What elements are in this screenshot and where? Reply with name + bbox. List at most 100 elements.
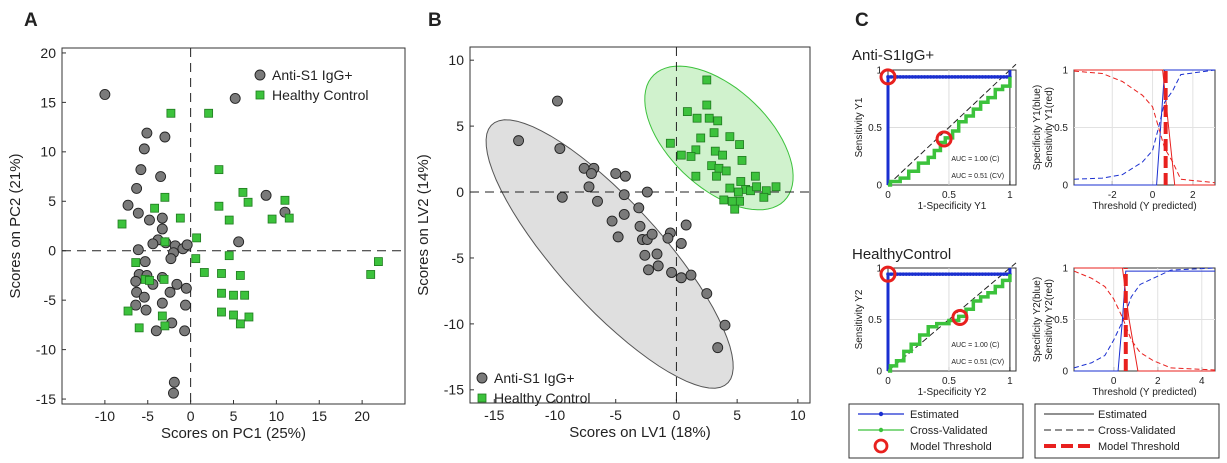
roc-estimated-marker [995,75,1000,79]
x-axis-label: Scores on PC1 (25%) [161,425,306,442]
roc-estimated-marker [971,272,976,276]
roc-estimated-marker [953,75,957,79]
y-axis-label: Scores on LV2 (14%) [415,154,432,295]
legend-marker-healthy [255,90,265,100]
x-axis-label: 1-Specificity Y1 [918,201,987,212]
roc-estimated-marker [934,272,939,276]
roc-estimated-marker [1002,272,1006,276]
data-point-healthy [175,213,185,223]
data-point-antis1 [554,143,566,154]
data-point-healthy [150,203,160,213]
x-tick-label: 0 [885,376,891,387]
data-point-healthy [134,323,144,333]
x-axis-label: Scores on LV1 (18%) [569,424,710,441]
roc-estimated-marker [980,75,985,79]
data-point-antis1 [606,215,618,227]
roc-estimated-marker [989,75,994,79]
roc-title: Anti-S1IgG+ [852,47,934,64]
data-point-healthy [702,100,712,110]
data-point-antis1 [131,286,143,298]
data-point-healthy [676,150,686,160]
data-point-antis1 [639,249,651,261]
roc-estimated-marker [962,272,966,276]
data-point-healthy [736,177,746,186]
data-point-healthy [229,310,238,320]
data-point-healthy [735,196,744,206]
roc-estimated-marker [998,272,1003,276]
data-point-antis1 [513,135,525,147]
y-tick-label: 10 [448,52,464,68]
specificity-cross-validated [1073,69,1216,180]
roc-estimated-marker [953,272,957,276]
plsda-scores-plot: -15 -10 -5 0 5 10 -15 -10 -5 0 5 10 Anti-S1 IgG+ Heal… [415,46,811,441]
y-tick-label: 15 [40,94,56,110]
y-tick-label: 5 [456,118,464,134]
roc-estimated-marker [931,272,936,276]
x-tick-label: -15 [484,407,504,423]
x-tick-label: 0 [885,190,891,201]
roc-estimated-marker [971,75,976,79]
y-tick-label: 10 [40,144,56,160]
y-tick-label: -15 [36,391,56,407]
y-axis-label: Specificity Y1(blue) [1032,85,1043,170]
roc-estimated-marker [898,272,902,276]
roc-estimated-marker [1005,272,1009,276]
confidence-ellipse-antis1 [485,119,734,389]
y-tick-label: 1 [1062,264,1068,275]
roc-curve-cross-validated [888,76,1012,187]
roc-estimated-marker [901,272,906,276]
roc-estimated-marker [928,272,933,276]
roc-estimated-marker [1002,75,1006,79]
data-point-antis1 [675,272,687,284]
legend-label: Cross-Validated [1098,425,1175,437]
data-point-healthy [374,257,383,267]
roc-estimated-marker [1005,75,1009,79]
roc-estimated-marker [910,272,915,276]
threshold-antis1-plot: -2 0 2 0 0.5 1 Threshold (Y predicted) Specific… [1032,66,1216,212]
data-point-antis1 [135,164,147,176]
data-point-healthy [217,269,226,278]
legend-label: Healthy Control [272,87,369,103]
data-point-healthy [735,140,744,149]
roc-estimated-marker [965,75,970,79]
x-tick-label: 0.5 [942,190,956,201]
roc-estimated-marker [907,75,912,79]
data-point-healthy [366,270,376,279]
auc-annotation: AUC = 0.51 (CV) [951,359,1004,366]
roc-healthy-plot: 0 0.5 1 0 0.5 1 AUC = 1.00 (C) AUC = 0.51 (CV) H… [852,246,1017,398]
data-point-healthy [229,290,238,300]
data-point-healthy [750,171,760,181]
roc-estimated-marker [910,75,915,79]
data-point-antis1 [138,143,150,155]
specificity-estimated [1074,69,1215,186]
y-tick-label: 1 [876,66,882,77]
x-tick-label: -5 [609,407,622,423]
data-point-healthy [702,75,712,85]
y-tick-label: 20 [40,45,56,61]
data-point-antis1 [164,286,176,298]
roc-estimated-marker [947,272,951,276]
x-tick-label: 0 [673,407,681,423]
data-point-healthy [709,128,719,138]
data-point-antis1 [583,181,595,193]
data-point-healthy [704,113,714,123]
roc-estimated-marker [956,272,960,276]
legend-label: Estimated [1098,409,1147,421]
data-point-antis1 [155,171,167,183]
legend-label: Healthy Control [494,390,591,406]
data-point-healthy [160,192,170,202]
legend-marker-antis1 [254,69,266,81]
data-point-healthy [159,274,169,284]
data-point-healthy [712,171,721,181]
roc-estimated-marker [992,272,997,276]
x-tick-label: 1 [1007,190,1013,201]
y-axis-label: Scores on PC2 (21%) [7,153,24,298]
legend-box [1034,403,1220,459]
data-point-antis1 [685,269,697,281]
roc-estimated-marker [944,272,948,276]
data-point-antis1 [618,209,630,220]
data-point-healthy [131,258,141,267]
y-tick-label: -5 [452,250,465,266]
data-point-antis1 [99,89,111,100]
y-tick-label: -10 [36,342,56,358]
